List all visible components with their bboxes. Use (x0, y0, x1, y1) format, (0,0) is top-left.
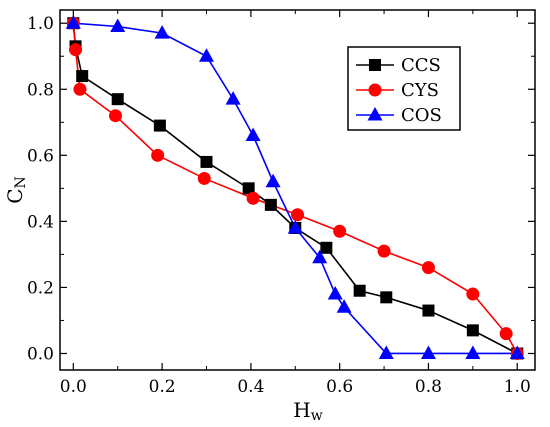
data-point-cos (509, 345, 525, 359)
data-point-cos (245, 127, 261, 142)
y-tick-label: 1.0 (27, 14, 54, 34)
data-point-ccs (264, 198, 277, 211)
x-tick-label: 0.6 (326, 377, 353, 397)
legend-marker-cys (368, 83, 382, 97)
data-point-ccs (380, 291, 393, 304)
x-tick-label: 1.0 (504, 377, 531, 397)
data-point-ccs (466, 324, 479, 337)
data-point-cys (466, 287, 480, 301)
legend-label-ccs: CCS (401, 55, 441, 76)
data-point-cos (65, 15, 81, 29)
data-point-cys (197, 171, 211, 185)
plot-area (65, 15, 525, 360)
data-point-cos (336, 299, 352, 313)
y-axis-label-sub: N (13, 176, 29, 188)
data-point-cos (378, 345, 394, 359)
data-point-cos (110, 18, 126, 33)
data-point-cos (198, 48, 214, 62)
data-point-cos (312, 249, 328, 264)
y-tick-label: 0.0 (27, 344, 54, 364)
x-axis-label: Hw (293, 398, 322, 424)
legend-marker-ccs (369, 59, 381, 71)
data-point-cys (69, 43, 83, 57)
data-point-ccs (242, 182, 255, 195)
legend-label-cos: COS (401, 105, 442, 126)
data-point-cys (291, 208, 304, 222)
data-point-ccs (76, 70, 89, 83)
y-tick-label: 0.4 (27, 212, 54, 232)
data-point-cys (333, 224, 347, 238)
x-tick-label: 0.4 (237, 377, 264, 397)
legend: CCS CYS COS (347, 46, 461, 131)
data-point-cos (287, 219, 303, 234)
data-point-cys (246, 191, 260, 205)
data-point-cys (108, 109, 122, 123)
data-point-cos (225, 91, 241, 105)
x-tick-label: 0.8 (415, 377, 442, 397)
data-point-cos (327, 286, 343, 300)
x-axis-label-main: H (293, 398, 310, 422)
data-point-ccs (353, 284, 366, 297)
data-point-cys (499, 327, 513, 341)
data-point-ccs (153, 119, 166, 132)
data-point-cys (151, 148, 165, 162)
axes: 0.0 0.2 0.4 0.6 0.8 1.0 0.0 0.2 0.4 0.6 0.8 1.0 (27, 9, 536, 397)
data-point-ccs (320, 241, 333, 254)
y-tick-label: 0.2 (27, 278, 54, 298)
data-point-cys (73, 82, 87, 96)
legend-marker-cos (367, 107, 383, 121)
plot-frame (59, 9, 536, 371)
data-point-cos (465, 345, 481, 359)
data-point-cos (265, 173, 281, 188)
data-point-cos (154, 25, 170, 39)
y-tick-label: 0.8 (27, 80, 54, 100)
x-tick-label: 0.2 (149, 377, 176, 397)
data-point-ccs (422, 304, 435, 317)
data-point-cos (420, 345, 436, 359)
legend-label-cys: CYS (401, 80, 439, 101)
data-point-cys (421, 261, 435, 275)
y-axis-label: CN (3, 176, 29, 204)
legend-box (347, 46, 461, 131)
y-axis-label-main: C (3, 188, 27, 203)
y-tick-label: 0.6 (27, 146, 54, 166)
data-point-cys (377, 244, 391, 258)
data-point-ccs (111, 93, 124, 106)
x-tick-label: 0.0 (60, 377, 87, 397)
data-point-ccs (200, 155, 213, 168)
x-axis-label-sub: w (311, 408, 323, 424)
